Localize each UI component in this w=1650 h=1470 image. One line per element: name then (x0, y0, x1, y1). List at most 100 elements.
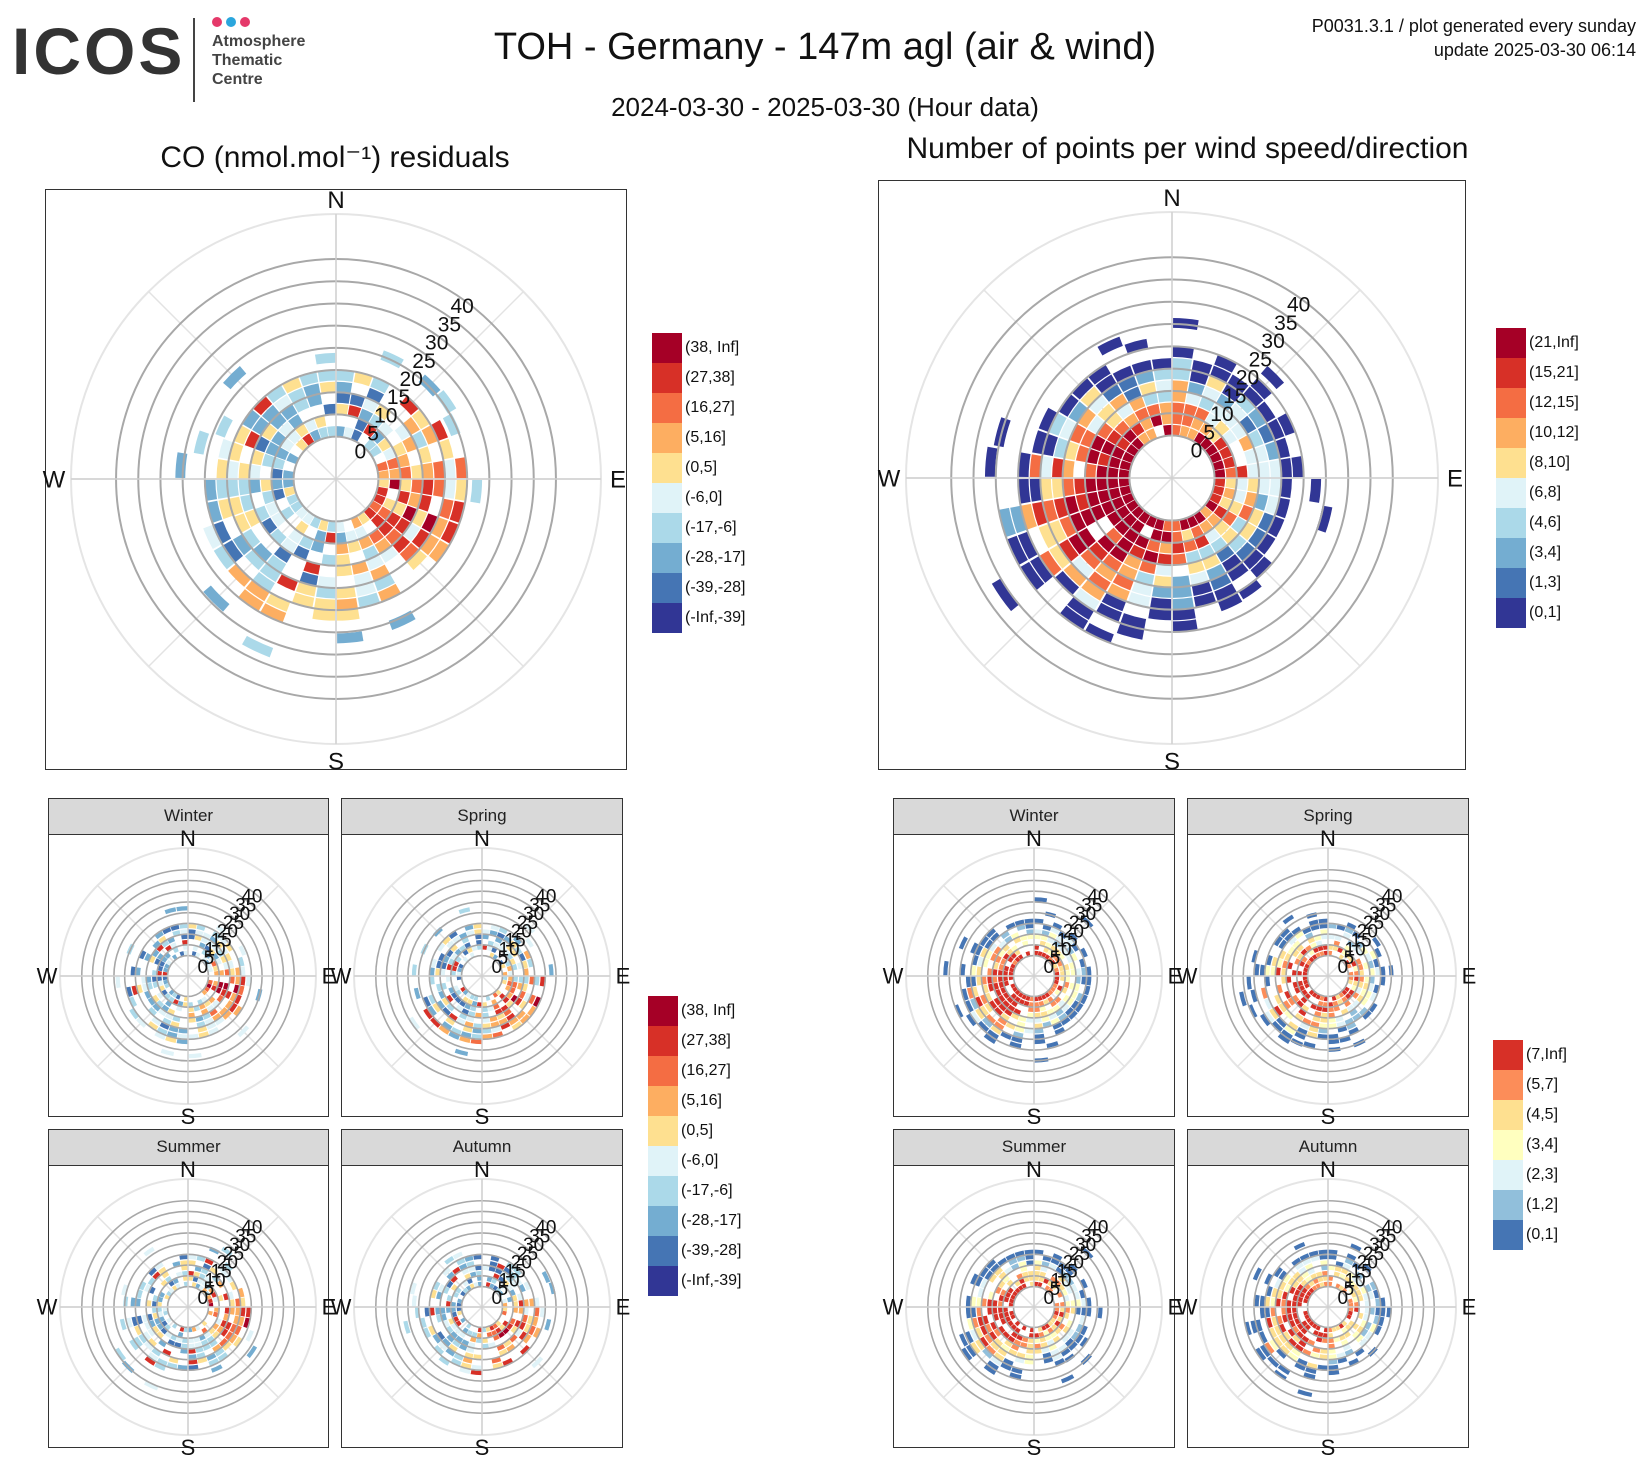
rose-cell (152, 981, 159, 989)
rose-cell (1225, 478, 1237, 489)
rose-cell (351, 561, 369, 575)
rose-cell (503, 1008, 512, 1017)
rose-cell (1364, 1321, 1372, 1331)
rose-cell (989, 1273, 998, 1283)
rose-cell (222, 1010, 232, 1020)
legend-swatch (1496, 358, 1526, 388)
rose-cell (455, 1335, 464, 1343)
legend-label: (5,7] (1526, 1076, 1559, 1093)
rose-cell (1256, 533, 1276, 555)
rose-cell (486, 1331, 493, 1338)
rose-cell (1286, 1307, 1292, 1314)
rose-cell (1079, 1289, 1086, 1299)
rose-cell (514, 946, 523, 955)
rose-cell (1010, 1012, 1020, 1020)
legend-label: (6,8] (1529, 484, 1562, 501)
rose-cell (539, 1307, 545, 1318)
rose-cell (1308, 919, 1319, 926)
legend-swatch (1496, 418, 1526, 448)
rose-cell (1027, 1343, 1034, 1349)
rose-cell (362, 398, 379, 413)
rose-cell (982, 984, 989, 994)
rose-cell (1066, 955, 1073, 964)
rose-cell (1322, 1007, 1328, 1012)
rose-cell (1029, 996, 1034, 1002)
rose-outlier-cell (435, 390, 457, 414)
rose-cell (1207, 513, 1221, 527)
rose-cell (1269, 478, 1281, 497)
rose-cell (270, 413, 287, 430)
rose-cell (1112, 365, 1134, 383)
rose-cell (1054, 976, 1060, 981)
rose-cell (1088, 571, 1111, 592)
rose-cell (1328, 1017, 1336, 1023)
rose-cell (1153, 575, 1172, 587)
rose-cell (290, 500, 303, 513)
rose-cell (1003, 1296, 1010, 1303)
rose-cell (1283, 1273, 1292, 1283)
rose-cell (1050, 1331, 1057, 1339)
rose-cell (1304, 932, 1314, 940)
rose-cell (1026, 1017, 1034, 1023)
rose-cell (362, 545, 379, 560)
rose-cell (358, 408, 374, 423)
rose-cell (1078, 408, 1096, 428)
rose-cell (298, 535, 314, 550)
rose-cell (982, 1017, 993, 1028)
rose-cell (972, 1317, 979, 1329)
rose-cell (1080, 508, 1096, 527)
rose-cell (317, 576, 336, 588)
rose-cell (516, 1010, 526, 1020)
rose-cell (1301, 956, 1308, 963)
rose-cell (986, 1259, 997, 1270)
rose-cell (260, 603, 287, 623)
rose-cell (1289, 1319, 1296, 1328)
rose-cell (509, 940, 518, 949)
rose-cell (1050, 1000, 1057, 1008)
compass-e-label: E (322, 964, 337, 989)
rose-cell (227, 460, 239, 479)
rose-cell (1271, 956, 1278, 967)
rose-cell (482, 1028, 492, 1034)
rose-cell (1172, 402, 1185, 414)
rose-cell (157, 1026, 168, 1035)
compass-e-label: E (1462, 964, 1477, 989)
rose-cell (503, 1339, 512, 1348)
rose-cell (1029, 1327, 1034, 1333)
rose-cell (197, 1026, 208, 1033)
rose-cell (224, 1321, 232, 1331)
rose-cell (475, 934, 482, 940)
rose-outlier-cell (432, 926, 443, 937)
rose-cell (167, 937, 176, 944)
rose-cell (1225, 467, 1237, 478)
rose-cell (1050, 1258, 1060, 1266)
rose-cell (998, 981, 1005, 989)
legend-label: (38, Inf] (681, 1002, 736, 1019)
rose-cell (498, 1275, 505, 1283)
rose-cell (1269, 459, 1281, 478)
rose-cell (1287, 1328, 1296, 1337)
rose-cell (1012, 959, 1018, 966)
rose-cell (148, 1338, 157, 1347)
rose-cell (1337, 947, 1344, 954)
rose-cell (217, 1294, 224, 1302)
speed-tick-label: 35 (1081, 895, 1102, 916)
speed-tick-label: 0 (1043, 957, 1054, 978)
rose-cell (1305, 1367, 1317, 1375)
rose-cell (204, 1290, 210, 1297)
direction-spoke (148, 291, 337, 480)
speed-tick-label: 0 (197, 1288, 208, 1309)
rose-cell (997, 1017, 1008, 1026)
rose-cell (368, 414, 384, 429)
rose-cell (1335, 1325, 1341, 1331)
speed-tick-label: 15 (1351, 1261, 1372, 1282)
rose-cell (157, 1307, 162, 1313)
rose-cell (1089, 395, 1108, 414)
rose-cell (1265, 495, 1280, 515)
rose-cell (1055, 935, 1064, 944)
rose-cell (452, 1339, 461, 1348)
compass-n-label: N (1320, 826, 1336, 851)
rose-cell (158, 1339, 167, 1348)
rose-cell (152, 1294, 159, 1302)
rose-cell (452, 1266, 461, 1275)
